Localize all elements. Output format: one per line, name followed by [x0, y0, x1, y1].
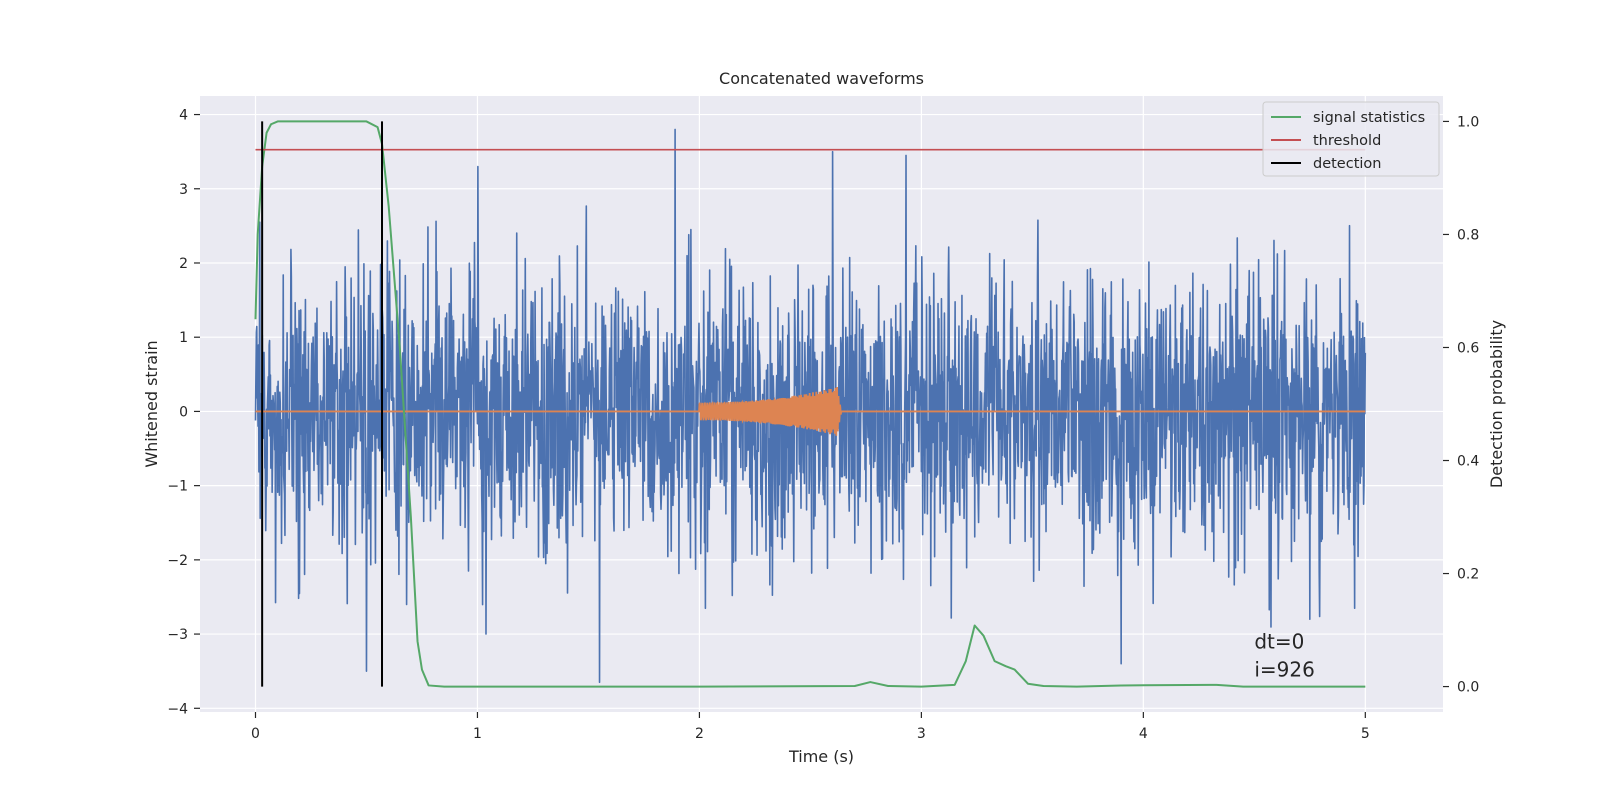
ticks: 0 1 2 3 4 5 −4 −3 −2 −1 0 1 2 3 4 0.0 0.2 0.4 0.6 0.8 1.0: [167, 108, 1479, 742]
y-axis-label-left: Whitened strain: [142, 340, 161, 467]
legend-frame: [1262, 101, 1440, 177]
annotation-dt: dt=0: [1254, 629, 1304, 653]
annotation-i: i=926: [1254, 657, 1315, 681]
data-layer: [254, 120, 1367, 688]
legend-label: signal statistics: [1313, 110, 1425, 126]
legend-label: threshold: [1313, 133, 1381, 149]
y-tick-label-left: 2: [179, 256, 188, 272]
injection-series-line: [255, 386, 1366, 436]
y-tick-label-right: 1.0: [1457, 114, 1479, 130]
x-axis-label: Time (s): [788, 747, 854, 766]
y-tick-label-right: 0.4: [1457, 454, 1479, 470]
legend-label: detection: [1313, 156, 1381, 172]
y-tick-label-left: 4: [179, 108, 188, 124]
x-tick-label: 3: [917, 726, 926, 742]
signal-statistics-line: [254, 120, 1366, 688]
y-tick-label-left: −1: [167, 479, 188, 495]
y-tick-label-right: 0.8: [1457, 227, 1479, 243]
chart-title: Concatenated waveforms: [719, 69, 924, 88]
y-tick-label-left: 1: [179, 330, 188, 346]
y-tick-label-left: −3: [167, 627, 188, 643]
y-tick-label-right: 0.0: [1457, 680, 1479, 696]
x-tick-label: 5: [1361, 726, 1370, 742]
x-tick-label: 2: [695, 726, 704, 742]
y-tick-label-left: −2: [167, 553, 188, 569]
x-tick-label: 1: [473, 726, 482, 742]
y-tick-label-right: 0.6: [1457, 340, 1479, 356]
y-tick-label-left: 3: [179, 182, 188, 198]
y-tick-label-left: −4: [167, 701, 188, 717]
y-tick-label-left: 0: [179, 404, 188, 420]
legend: signal statistics threshold detection: [1262, 101, 1440, 177]
y-tick-label-right: 0.2: [1457, 567, 1479, 583]
y-axis-label-right: Detection probability: [1487, 320, 1506, 488]
x-tick-label: 0: [251, 726, 260, 742]
x-tick-label: 4: [1139, 726, 1148, 742]
